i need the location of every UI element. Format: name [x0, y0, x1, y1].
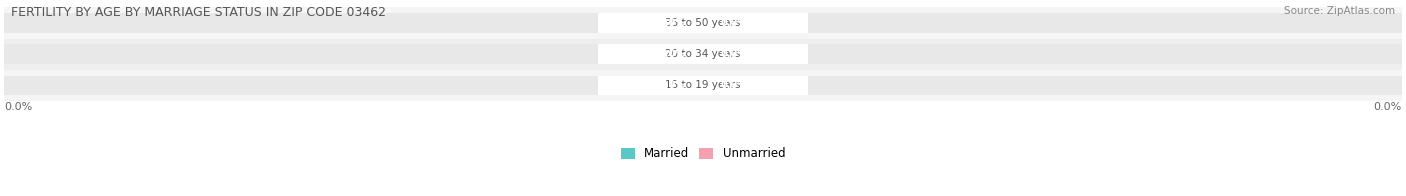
- Text: 0.0%: 0.0%: [721, 18, 748, 28]
- Bar: [4, 44, 1402, 64]
- Bar: [640, 44, 703, 64]
- Text: 0.0%: 0.0%: [721, 49, 748, 59]
- Text: Source: ZipAtlas.com: Source: ZipAtlas.com: [1284, 6, 1395, 16]
- Text: 15 to 19 years: 15 to 19 years: [665, 80, 741, 90]
- Text: 0.0%: 0.0%: [658, 80, 685, 90]
- Text: 0.0%: 0.0%: [658, 18, 685, 28]
- Bar: [598, 13, 808, 33]
- Bar: [4, 7, 1402, 39]
- Bar: [703, 13, 766, 33]
- Text: 0.0%: 0.0%: [1374, 102, 1402, 112]
- Text: FERTILITY BY AGE BY MARRIAGE STATUS IN ZIP CODE 03462: FERTILITY BY AGE BY MARRIAGE STATUS IN Z…: [11, 6, 387, 19]
- Text: 35 to 50 years: 35 to 50 years: [665, 18, 741, 28]
- Text: 0.0%: 0.0%: [4, 102, 32, 112]
- Bar: [703, 44, 766, 64]
- Text: 0.0%: 0.0%: [658, 49, 685, 59]
- Legend: Married, Unmarried: Married, Unmarried: [620, 147, 786, 160]
- Bar: [4, 76, 1402, 95]
- Text: 0.0%: 0.0%: [721, 80, 748, 90]
- Bar: [640, 76, 703, 95]
- Bar: [4, 70, 1402, 101]
- Bar: [598, 44, 808, 64]
- Bar: [598, 76, 808, 95]
- Text: 20 to 34 years: 20 to 34 years: [665, 49, 741, 59]
- Bar: [4, 13, 1402, 33]
- Bar: [703, 76, 766, 95]
- Bar: [4, 39, 1402, 70]
- Bar: [640, 13, 703, 33]
